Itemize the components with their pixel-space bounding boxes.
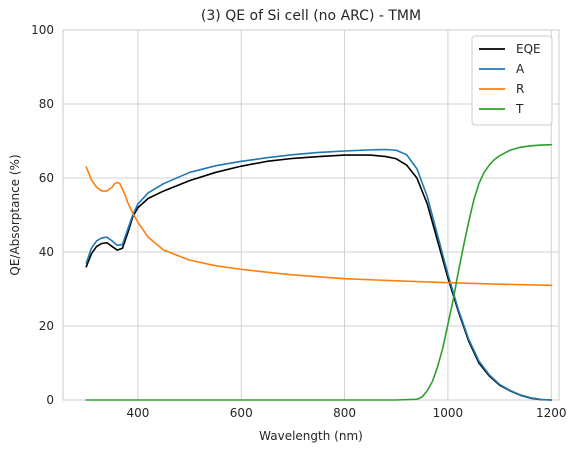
- legend-label-r: R: [516, 82, 524, 96]
- series-line-r: [85, 166, 553, 287]
- legend: EQE ART: [471, 35, 553, 126]
- chart-title: (3) QE of Si cell (no ARC) - TMM: [201, 8, 421, 24]
- legend-label-t: T: [515, 102, 524, 116]
- y-tick-label: 100: [31, 23, 54, 37]
- series-lines: [85, 143, 553, 401]
- x-tick-label: 1200: [536, 406, 567, 420]
- legend-label-a: A: [516, 62, 525, 76]
- x-tick-label: 800: [333, 406, 356, 420]
- x-tick-label: 400: [126, 406, 149, 420]
- y-axis-label: QE/Absorptance (%): [8, 154, 22, 275]
- legend-box: [471, 35, 553, 126]
- y-tick-label: 0: [46, 393, 54, 407]
- series-line-t: [85, 143, 553, 401]
- tick-labels: 400 600 800 1000 1200 0 20 40 60 80 100: [31, 23, 566, 420]
- y-tick-label: 80: [39, 97, 54, 111]
- y-tick-label: 60: [39, 171, 54, 185]
- legend-label-eqe: EQE: [516, 42, 541, 56]
- x-axis-label: Wavelength (nm): [259, 429, 363, 443]
- x-tick-label: 600: [230, 406, 253, 420]
- y-tick-label: 40: [39, 245, 54, 259]
- y-tick-label: 20: [39, 319, 54, 333]
- x-tick-label: 1000: [433, 406, 464, 420]
- series-line-a: [85, 148, 553, 401]
